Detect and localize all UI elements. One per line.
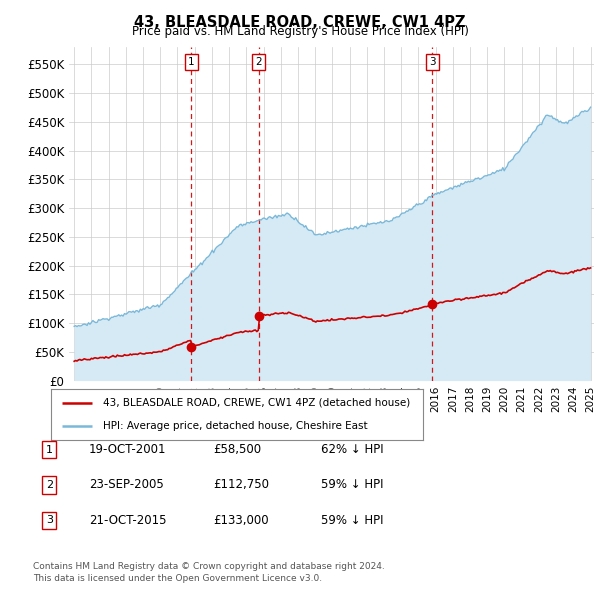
Text: 3: 3 [429, 57, 436, 67]
Text: 19-OCT-2001: 19-OCT-2001 [89, 443, 166, 456]
Text: £133,000: £133,000 [213, 514, 269, 527]
Text: 23-SEP-2005: 23-SEP-2005 [89, 478, 164, 491]
Text: 43, BLEASDALE ROAD, CREWE, CW1 4PZ: 43, BLEASDALE ROAD, CREWE, CW1 4PZ [134, 15, 466, 30]
Text: 59% ↓ HPI: 59% ↓ HPI [321, 514, 383, 527]
Text: HPI: Average price, detached house, Cheshire East: HPI: Average price, detached house, Ches… [103, 421, 368, 431]
Text: 1: 1 [46, 445, 53, 454]
Text: £112,750: £112,750 [213, 478, 269, 491]
Text: 1: 1 [188, 57, 194, 67]
Text: 62% ↓ HPI: 62% ↓ HPI [321, 443, 383, 456]
Text: 2: 2 [256, 57, 262, 67]
Text: Price paid vs. HM Land Registry's House Price Index (HPI): Price paid vs. HM Land Registry's House … [131, 25, 469, 38]
Text: 3: 3 [46, 516, 53, 525]
Text: £58,500: £58,500 [213, 443, 261, 456]
Text: Contains HM Land Registry data © Crown copyright and database right 2024.
This d: Contains HM Land Registry data © Crown c… [33, 562, 385, 583]
Text: 59% ↓ HPI: 59% ↓ HPI [321, 478, 383, 491]
Text: 43, BLEASDALE ROAD, CREWE, CW1 4PZ (detached house): 43, BLEASDALE ROAD, CREWE, CW1 4PZ (deta… [103, 398, 410, 408]
Text: 21-OCT-2015: 21-OCT-2015 [89, 514, 166, 527]
Text: 2: 2 [46, 480, 53, 490]
